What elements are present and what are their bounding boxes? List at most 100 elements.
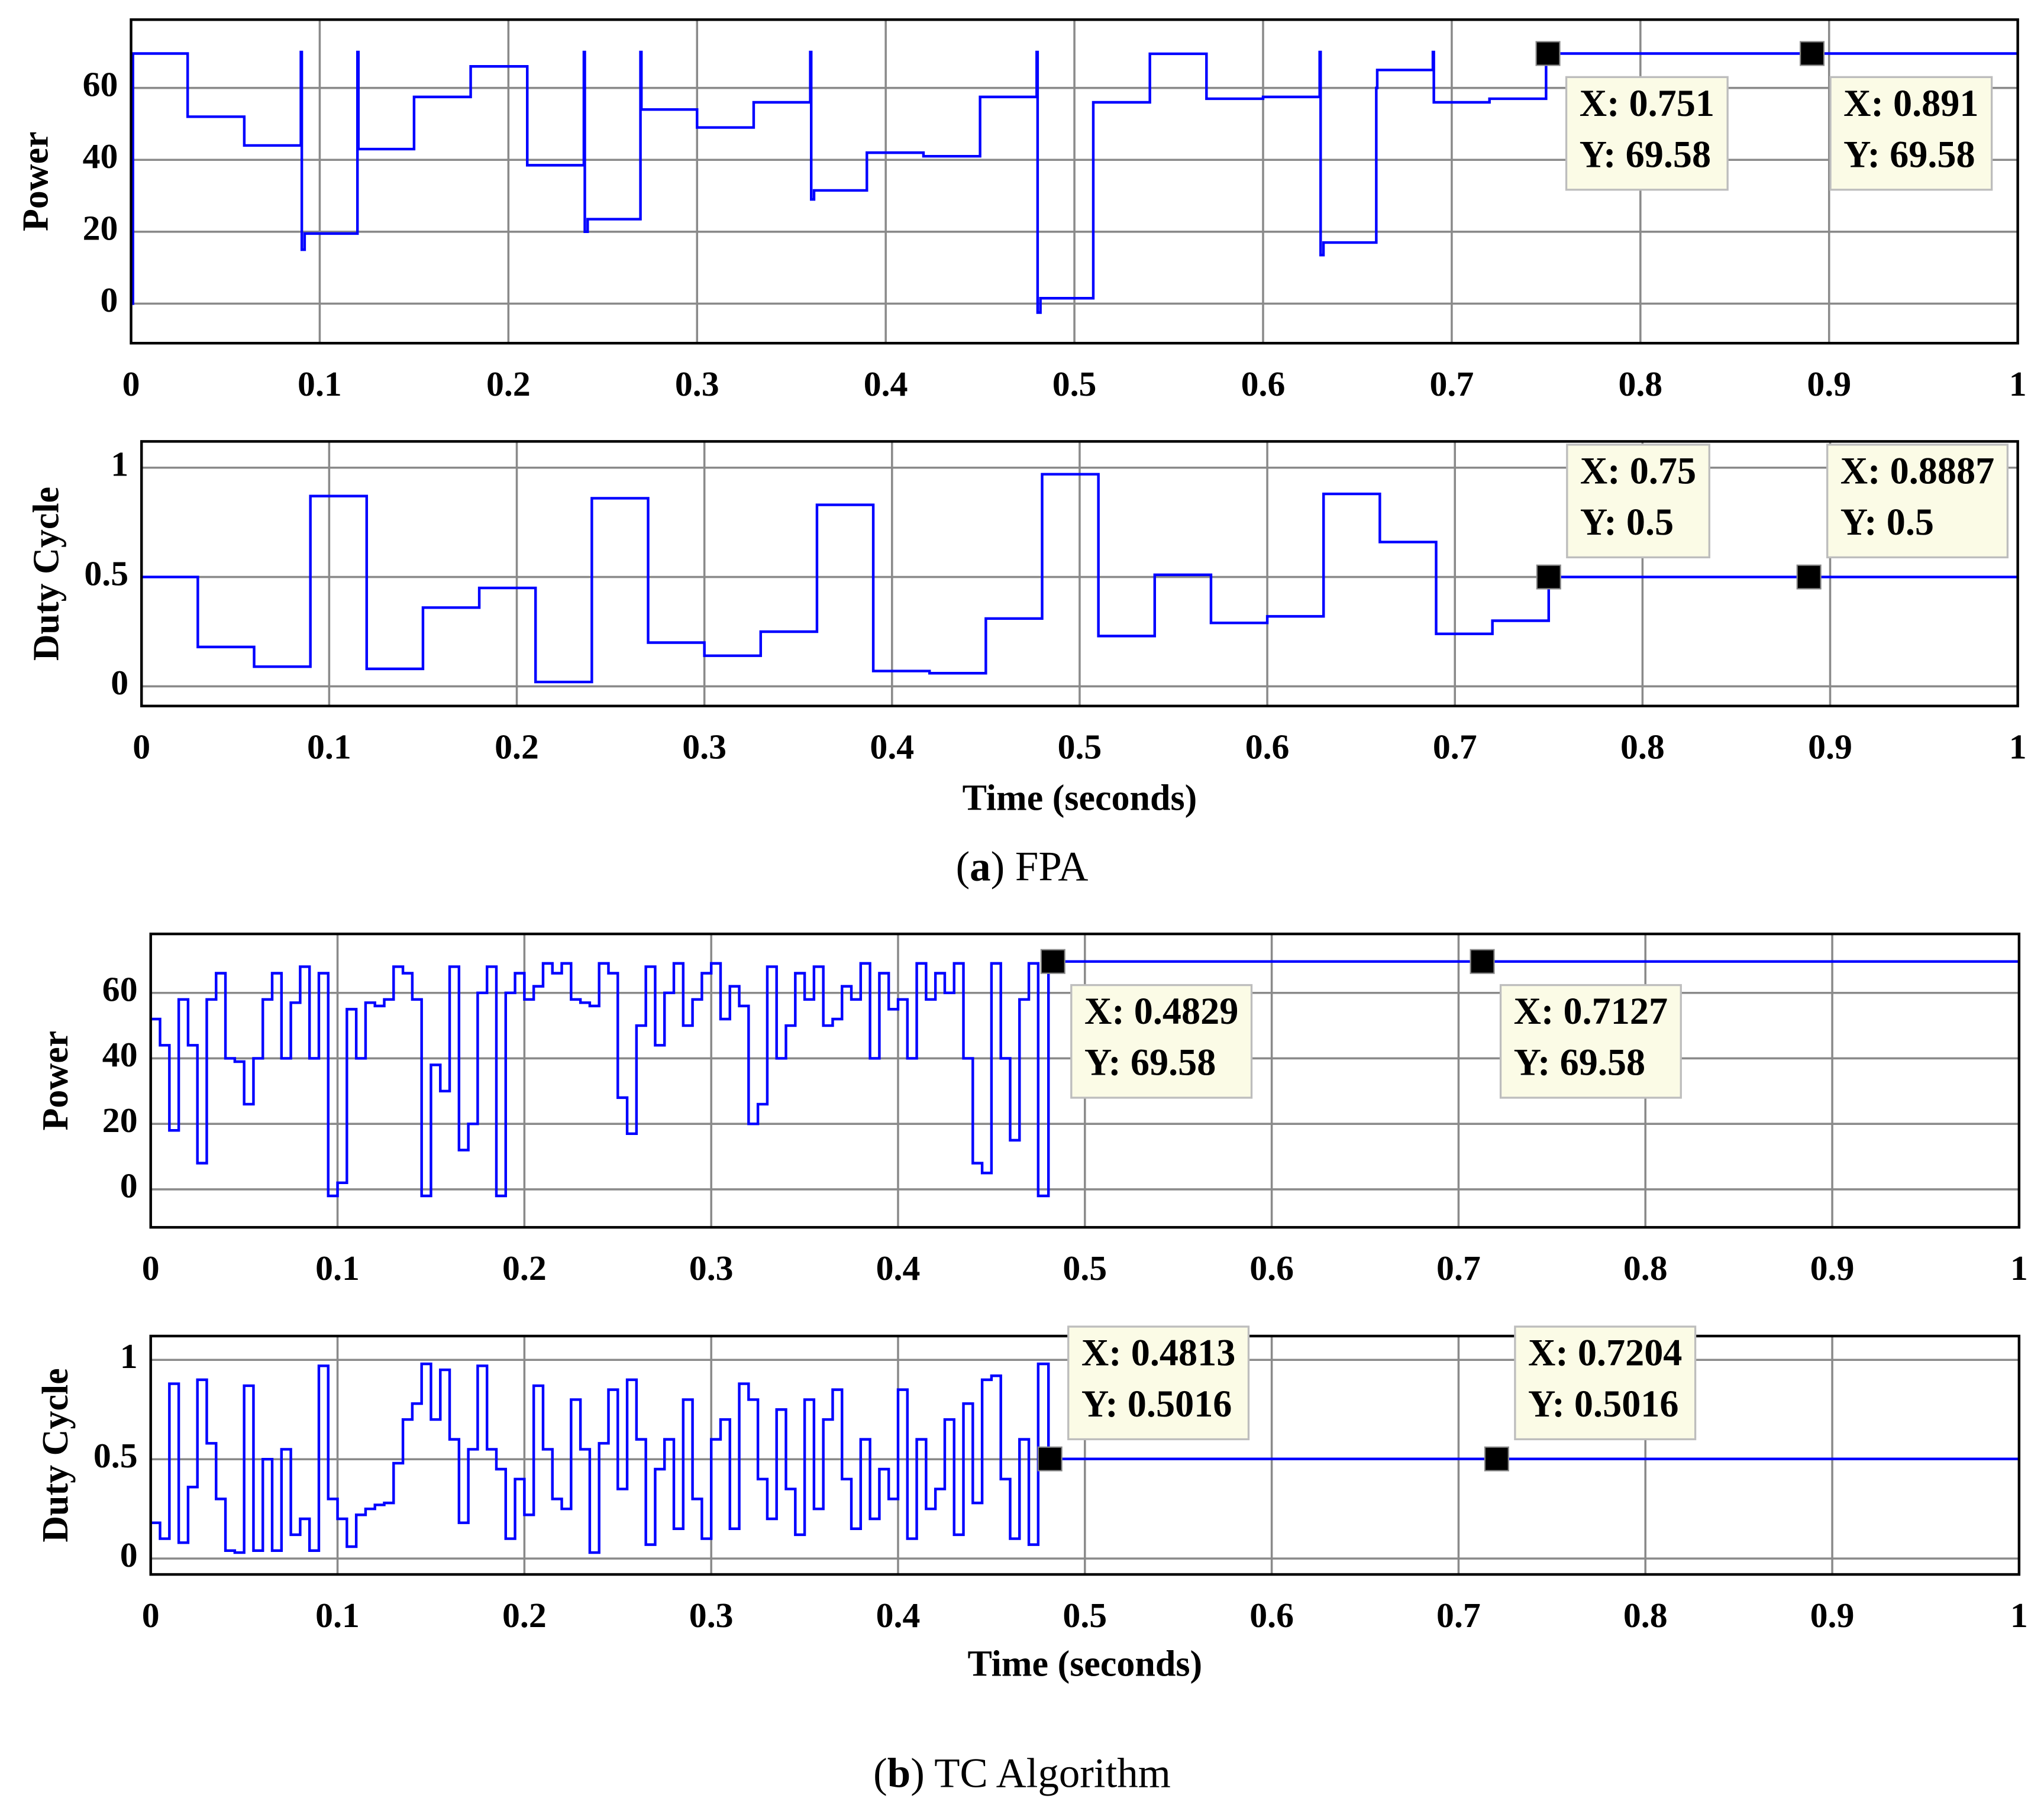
y-axis-label: Power bbox=[16, 131, 56, 231]
x-axis-label: Time (seconds) bbox=[967, 1644, 1202, 1684]
x-tick-label: 0.4 bbox=[876, 1596, 921, 1635]
x-tick-label: 0.2 bbox=[502, 1596, 547, 1635]
x-tick-label: 1 bbox=[2010, 1249, 2028, 1288]
x-tick-label: 0.5 bbox=[1063, 1596, 1107, 1635]
data-line bbox=[141, 473, 2018, 684]
x-tick-label: 0.4 bbox=[864, 364, 908, 403]
y-tick-label: 0 bbox=[120, 1166, 138, 1205]
x-tick-label: 0.9 bbox=[1810, 1596, 1855, 1635]
x-tick-label: 0.2 bbox=[495, 727, 539, 767]
y-tick-label: 0 bbox=[100, 280, 118, 319]
data-tip-y: Y: 69.58 bbox=[1580, 133, 1711, 175]
x-tick-label: 0.3 bbox=[689, 1249, 734, 1288]
data-tip-y: Y: 0.5 bbox=[1580, 501, 1674, 543]
x-tick-label: 1 bbox=[2009, 364, 2027, 403]
x-tick-label: 0.1 bbox=[315, 1596, 360, 1635]
x-tick-label: 0.1 bbox=[298, 364, 342, 403]
data-tip: X: 0.4813 Y: 0.5016 bbox=[1067, 1325, 1250, 1441]
y-tick-label: 0 bbox=[111, 663, 128, 702]
y-tick-label: 20 bbox=[83, 209, 118, 248]
y-tick-label: 40 bbox=[102, 1035, 138, 1074]
x-tick-label: 0.8 bbox=[1618, 364, 1662, 403]
data-tip: X: 0.7127 Y: 69.58 bbox=[1499, 984, 1682, 1099]
x-tick-label: 0.6 bbox=[1241, 364, 1286, 403]
x-tick-label: 1 bbox=[2010, 1596, 2028, 1635]
data-tip-y: Y: 69.58 bbox=[1084, 1042, 1216, 1084]
y-tick-label: 20 bbox=[102, 1101, 138, 1140]
x-tick-label: 0.9 bbox=[1808, 727, 1852, 767]
data-tip-y: Y: 0.5 bbox=[1840, 501, 1934, 543]
y-tick-label: 0 bbox=[120, 1535, 138, 1574]
y-tick-label: 0.5 bbox=[84, 554, 128, 593]
caption: (b) TC Algorithm bbox=[873, 1751, 1171, 1797]
x-tick-label: 0.8 bbox=[1620, 727, 1665, 767]
x-tick-label: 0.2 bbox=[502, 1249, 547, 1288]
x-tick-label: 0.1 bbox=[315, 1249, 360, 1288]
x-tick-label: 0.5 bbox=[1052, 364, 1097, 403]
data-tip-box bbox=[1514, 1325, 1697, 1441]
data-tip-marker bbox=[1536, 564, 1561, 590]
x-tick-label: 0.6 bbox=[1249, 1249, 1294, 1288]
y-tick-label: 60 bbox=[102, 969, 138, 1008]
x-tick-label: 0.8 bbox=[1623, 1596, 1668, 1635]
data-tip: X: 0.4829 Y: 69.58 bbox=[1070, 984, 1253, 1099]
x-tick-label: 1 bbox=[2009, 727, 2027, 767]
y-tick-label: 60 bbox=[83, 64, 118, 104]
caption: (a) FPA bbox=[956, 844, 1089, 890]
data-tip: X: 0.751 Y: 69.58 bbox=[1565, 76, 1729, 191]
x-tick-label: 0.5 bbox=[1063, 1249, 1107, 1288]
data-tip-y: Y: 69.58 bbox=[1514, 1042, 1645, 1084]
data-tip: X: 0.891 Y: 69.58 bbox=[1829, 76, 1993, 191]
data-tip-marker bbox=[1040, 949, 1065, 974]
x-tick-label: 0 bbox=[142, 1249, 160, 1288]
data-tip-x: X: 0.8887 bbox=[1840, 450, 1994, 492]
data-tip-box bbox=[1565, 76, 1729, 191]
y-tick-label: 0.5 bbox=[93, 1436, 138, 1475]
x-tick-label: 0.6 bbox=[1249, 1596, 1294, 1635]
x-tick-label: 0.2 bbox=[486, 364, 531, 403]
x-tick-label: 0.9 bbox=[1807, 364, 1851, 403]
data-tip-marker bbox=[1470, 949, 1495, 974]
axes-frame bbox=[149, 932, 2021, 1229]
data-tip-x: X: 0.4813 bbox=[1081, 1332, 1235, 1374]
axes-frame bbox=[140, 440, 2019, 707]
x-tick-label: 0.3 bbox=[689, 1596, 734, 1635]
y-tick-label: 40 bbox=[83, 137, 118, 176]
x-tick-label: 0.5 bbox=[1058, 727, 1102, 767]
caption-part: ) TC Algorithm bbox=[910, 1751, 1171, 1797]
x-tick-label: 0 bbox=[122, 364, 140, 403]
data-line bbox=[150, 960, 2019, 1198]
x-tick-label: 0.4 bbox=[870, 727, 914, 767]
caption-part: a bbox=[970, 844, 990, 890]
data-tip-box bbox=[1566, 444, 1710, 559]
data-tip-y: Y: 69.58 bbox=[1843, 133, 1975, 175]
data-tip-box bbox=[1826, 444, 2009, 559]
data-tip-x: X: 0.4829 bbox=[1084, 990, 1238, 1032]
x-tick-label: 0.7 bbox=[1436, 1596, 1481, 1635]
data-tip-marker bbox=[1535, 41, 1561, 66]
x-tick-label: 0.8 bbox=[1623, 1249, 1668, 1288]
data-tip-box bbox=[1829, 76, 1993, 191]
data-line bbox=[150, 1362, 2019, 1554]
y-axis-label: Power bbox=[35, 1031, 76, 1131]
data-tip-marker bbox=[1796, 564, 1822, 590]
x-tick-label: 0.7 bbox=[1430, 364, 1474, 403]
caption-part: ( bbox=[956, 844, 970, 890]
x-tick-label: 0.1 bbox=[307, 727, 351, 767]
data-tip: X: 0.75 Y: 0.5 bbox=[1566, 444, 1710, 559]
data-tip-box bbox=[1499, 984, 1682, 1099]
data-tip-x: X: 0.891 bbox=[1843, 82, 1978, 124]
data-tip-y: Y: 0.5016 bbox=[1081, 1383, 1232, 1425]
y-axis-label: Duty Cycle bbox=[26, 487, 66, 661]
data-tip: X: 0.7204 Y: 0.5016 bbox=[1514, 1325, 1697, 1441]
data-tip-marker bbox=[1799, 41, 1825, 66]
caption-part: b bbox=[887, 1751, 910, 1797]
y-tick-label: 1 bbox=[111, 444, 128, 483]
data-tip-box bbox=[1067, 1325, 1250, 1441]
data-tip-x: X: 0.7127 bbox=[1514, 990, 1668, 1032]
x-tick-label: 0.9 bbox=[1810, 1249, 1855, 1288]
data-tip: X: 0.8887 Y: 0.5 bbox=[1826, 444, 2009, 559]
data-tip-x: X: 0.7204 bbox=[1528, 1332, 1682, 1374]
